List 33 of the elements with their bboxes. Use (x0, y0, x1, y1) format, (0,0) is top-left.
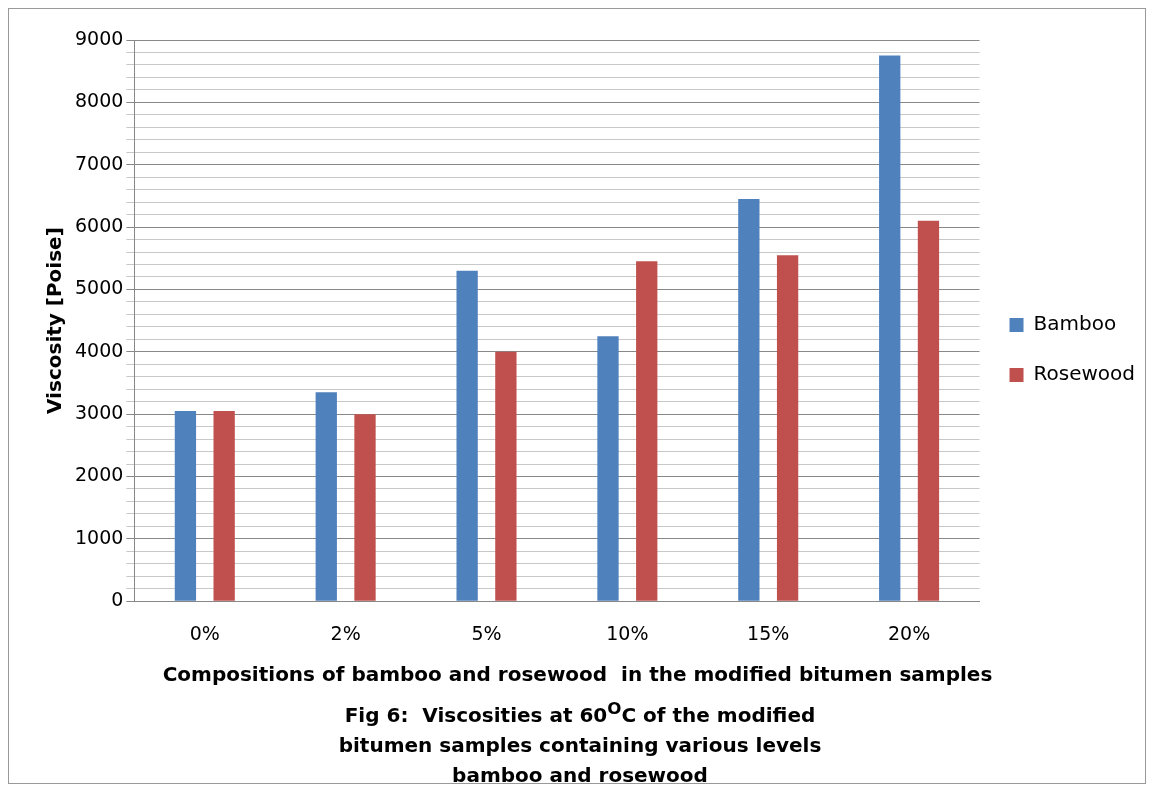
bar (354, 414, 376, 601)
y-tick-label: 0 (111, 588, 124, 611)
x-tick-label: 20% (887, 621, 931, 644)
x-tick-label: 0% (189, 621, 220, 644)
y-axis-title: Viscosity [Poise] (42, 227, 67, 415)
y-tick-label: 5000 (74, 276, 124, 299)
bar (776, 255, 799, 601)
y-tick-label: 3000 (74, 401, 124, 424)
bar (597, 336, 619, 601)
bar (636, 261, 658, 601)
x-tick-label: 10% (606, 621, 649, 644)
y-tick-label: 1000 (74, 525, 124, 548)
bar (213, 411, 235, 601)
legend-label: Rosewood (1033, 361, 1135, 386)
x-tick-label: 2% (330, 621, 361, 644)
y-tick-label: 2000 (74, 463, 124, 486)
bar (879, 55, 901, 601)
y-tick-label: 8000 (74, 89, 124, 112)
bar (456, 270, 478, 601)
x-tick-label: 15% (747, 621, 790, 644)
y-tick-label: 7000 (74, 151, 124, 174)
bar (315, 392, 337, 601)
x-tick-label: 5% (471, 621, 502, 644)
y-tick-label: 9000 (74, 26, 124, 49)
bar (174, 411, 197, 601)
legend-label: Bamboo (1033, 311, 1117, 336)
y-tick-label: 6000 (74, 214, 124, 236)
y-tick-label: 4000 (74, 338, 124, 361)
bar (495, 351, 517, 601)
x-axis-title: Compositions of bamboo and rosewood in the modified bitumen samples (161, 662, 994, 686)
bar (917, 220, 940, 601)
caption: Fig 6: Viscosities at 60$^{O}$C of the modified bitumen samples containing various levels bamboo and rosewood (337, 698, 823, 786)
bar (738, 199, 760, 601)
